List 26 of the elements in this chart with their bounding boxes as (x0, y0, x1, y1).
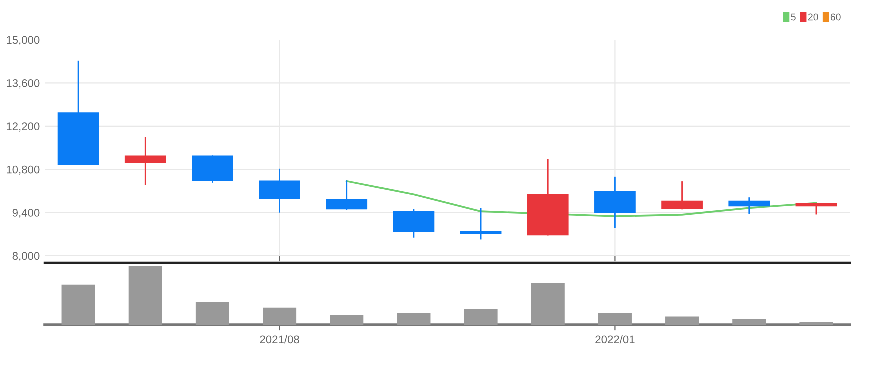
bar (464, 309, 498, 325)
line-series (346, 180, 818, 218)
y-tick-label: 8,000 (12, 252, 40, 262)
y-tick-label: 15,000 (7, 36, 40, 46)
y-tick-label: 10,800 (7, 166, 40, 176)
bar (598, 313, 632, 325)
bar (666, 316, 700, 325)
bar (732, 319, 766, 325)
candlestick (460, 208, 502, 240)
bar (62, 284, 96, 325)
y-tick-label: 13,600 (7, 79, 40, 89)
x-tick-label: 2021/08 (260, 335, 300, 344)
bar (196, 302, 230, 325)
legend-label: 20 (808, 14, 818, 21)
y-tick-label: 9,400 (12, 209, 40, 218)
bar (397, 313, 431, 325)
bar (800, 322, 834, 325)
bar (263, 308, 297, 325)
candlestick (124, 137, 166, 186)
bar (330, 314, 364, 325)
bar (128, 266, 162, 325)
y-tick-label: 12,200 (7, 122, 40, 132)
x-tick-label: 2022/01 (596, 335, 635, 344)
legend-label: 60 (830, 14, 841, 21)
bar (531, 283, 565, 325)
legend-label: 5 (791, 14, 796, 21)
